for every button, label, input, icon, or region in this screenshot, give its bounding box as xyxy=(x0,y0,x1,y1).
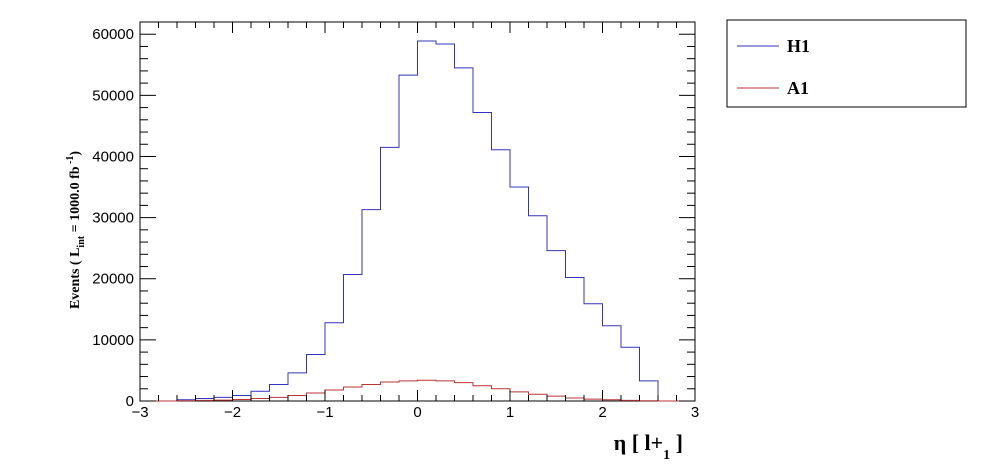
series-layer xyxy=(140,40,695,402)
x-tick-label: 3 xyxy=(691,404,699,421)
y-axis-title: Events ( Lint = 1000.0 fb -1) xyxy=(65,151,87,309)
x-tick-label: −3 xyxy=(131,404,148,421)
x-tick-label: 1 xyxy=(506,404,514,421)
legend: H1 A1 xyxy=(726,19,967,108)
legend-label-a1: A1 xyxy=(787,78,809,98)
x-tick-label: 2 xyxy=(598,404,606,421)
legend-box xyxy=(726,19,967,108)
y-tick-label: 10000 xyxy=(92,332,134,349)
y-tick-label: 60000 xyxy=(92,26,134,43)
y-tick-label: 20000 xyxy=(92,271,134,288)
y-tick-label: 30000 xyxy=(92,210,134,227)
y-tick-label: 0 xyxy=(126,393,134,410)
legend-label-h1: H1 xyxy=(787,36,810,56)
x-tick-label: 0 xyxy=(413,404,421,421)
x-tick-label: −2 xyxy=(224,404,241,421)
series-a1-line xyxy=(140,379,695,402)
y-tick-label: 40000 xyxy=(92,148,134,165)
axes: −3 −2 −1 0 1 2 3 0 10000 20000 30000 40000 50000 6000… xyxy=(92,21,699,421)
x-axis-title: η [ l+1 ] xyxy=(614,430,683,463)
x-tick-label: −1 xyxy=(316,404,333,421)
series-h1-line xyxy=(140,40,695,402)
y-tick-label: 50000 xyxy=(92,87,134,104)
